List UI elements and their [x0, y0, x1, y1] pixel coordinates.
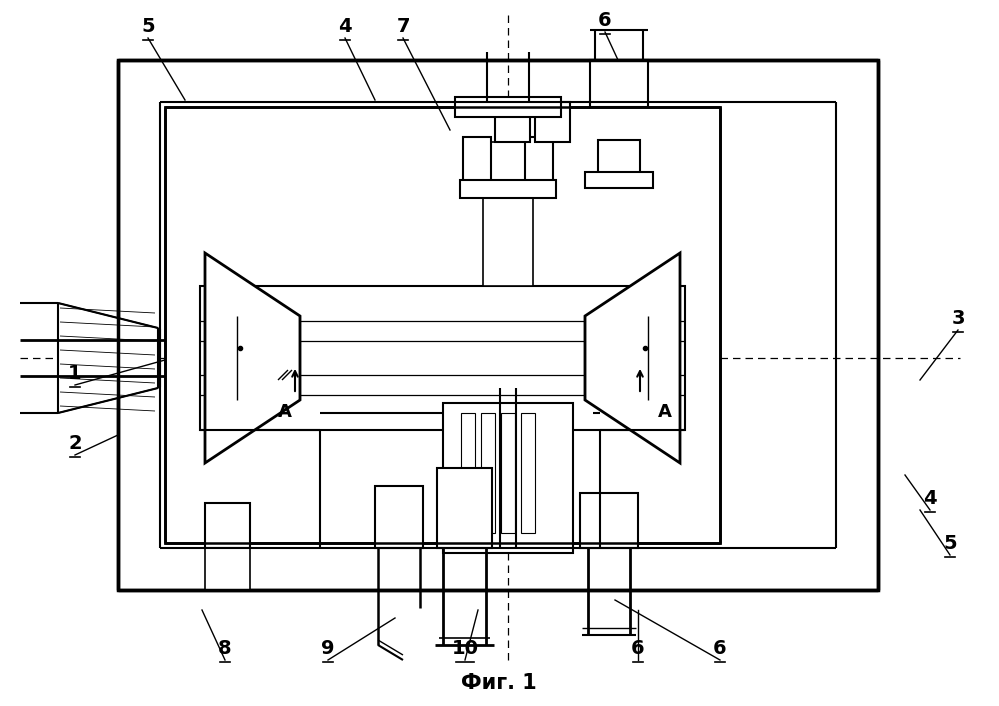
Text: 6: 6 [631, 639, 644, 658]
Bar [481, 413, 495, 533]
Bar [495, 102, 530, 142]
Bar [836, 60, 878, 590]
Text: 5: 5 [943, 534, 957, 553]
Text: 4: 4 [339, 17, 352, 36]
Bar [437, 468, 492, 548]
Bar [565, 403, 583, 553]
Bar [525, 137, 553, 187]
Bar [648, 316, 680, 400]
Text: 1: 1 [68, 364, 82, 383]
Bar [598, 140, 640, 178]
Text: 5: 5 [141, 17, 155, 36]
Bar [525, 137, 553, 187]
Bar [437, 468, 492, 548]
Bar [205, 548, 250, 590]
Bar [118, 60, 878, 590]
Bar [205, 548, 250, 590]
Bar [165, 107, 720, 142]
Text: 3: 3 [951, 309, 965, 328]
Bar [590, 60, 648, 107]
Bar [118, 330, 160, 386]
Bar [461, 413, 475, 533]
Bar [607, 326, 675, 390]
Bar [455, 97, 561, 117]
Bar [521, 413, 535, 533]
Bar [118, 548, 878, 590]
Bar [521, 142, 533, 286]
Bar [580, 493, 638, 548]
Bar [570, 413, 685, 438]
Bar [205, 316, 237, 400]
Bar [205, 503, 250, 548]
Bar [443, 403, 461, 553]
Bar [501, 413, 515, 533]
Text: 9: 9 [322, 639, 335, 658]
Bar [375, 486, 423, 548]
Bar [165, 107, 720, 543]
Bar [200, 413, 315, 438]
Text: A: A [278, 403, 292, 421]
Bar [443, 403, 573, 553]
Text: 8: 8 [218, 639, 232, 658]
Bar [495, 102, 530, 142]
Text: 2: 2 [68, 434, 82, 453]
Text: A: A [658, 403, 672, 421]
Text: 7: 7 [397, 17, 410, 36]
Text: 10: 10 [452, 639, 479, 658]
Bar [463, 137, 491, 187]
Bar [200, 286, 685, 430]
Bar [455, 97, 561, 117]
Bar [481, 413, 495, 533]
Bar [461, 413, 475, 533]
Bar [535, 102, 570, 142]
Bar [200, 286, 685, 308]
Bar [483, 142, 533, 286]
Polygon shape [205, 253, 300, 463]
Text: 6: 6 [598, 11, 611, 30]
Bar [118, 60, 160, 590]
Bar [685, 107, 720, 543]
Bar [590, 60, 648, 107]
Polygon shape [58, 303, 158, 413]
Bar [460, 180, 556, 198]
Polygon shape [585, 253, 680, 463]
Bar [463, 137, 491, 187]
Bar [200, 408, 685, 430]
Bar [165, 508, 720, 543]
Text: Фиг. 1: Фиг. 1 [462, 673, 536, 693]
Bar [535, 102, 570, 142]
Bar [580, 493, 638, 548]
Bar [118, 60, 878, 102]
Bar [483, 142, 495, 286]
Bar [165, 107, 200, 543]
Bar [521, 413, 535, 533]
Bar [585, 172, 653, 188]
Bar [205, 503, 250, 548]
Bar [460, 180, 556, 198]
Bar [375, 486, 423, 548]
Text: 6: 6 [713, 639, 727, 658]
Bar [118, 330, 160, 386]
Text: 4: 4 [923, 489, 937, 508]
Bar [210, 326, 278, 390]
Bar [501, 413, 515, 533]
Bar [598, 140, 640, 178]
